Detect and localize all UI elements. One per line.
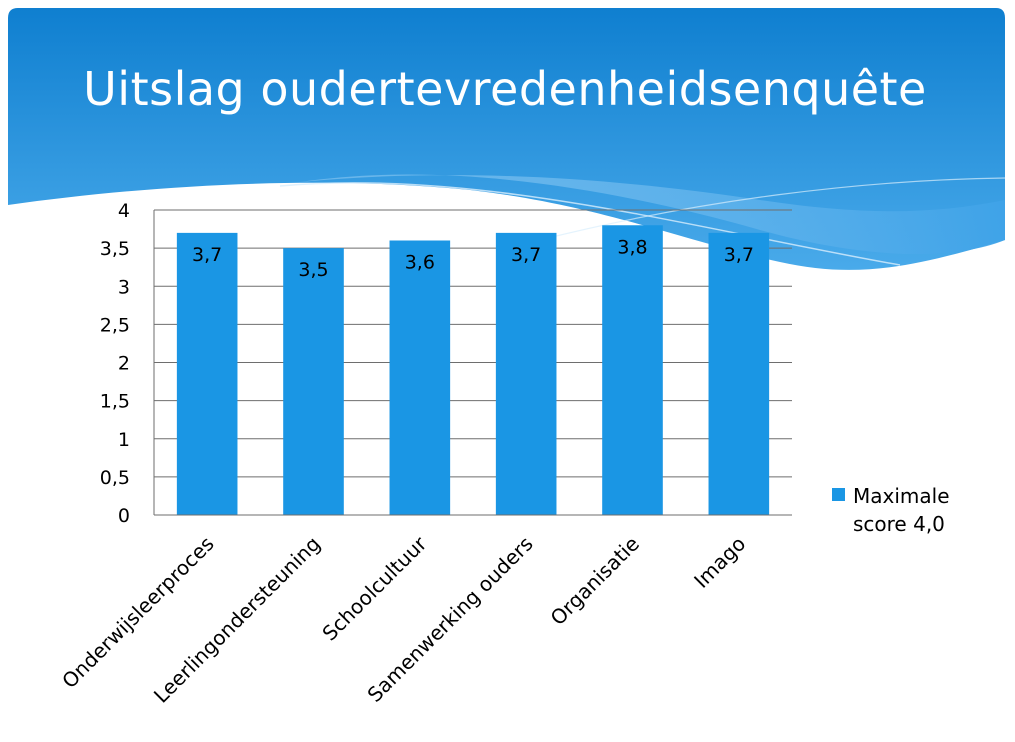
x-tick-label: Imago bbox=[689, 532, 750, 593]
data-label: 3,7 bbox=[192, 244, 222, 266]
bar bbox=[283, 248, 344, 515]
y-tick-label: 2 bbox=[118, 353, 130, 375]
data-label: 3,6 bbox=[405, 252, 435, 274]
bar bbox=[176, 232, 238, 515]
header-wave-line bbox=[279, 182, 901, 266]
y-tick-label: 1,5 bbox=[100, 391, 130, 413]
y-tick-label: 3 bbox=[118, 276, 130, 298]
bar bbox=[389, 240, 451, 515]
y-tick-label: 2,5 bbox=[100, 314, 130, 336]
bar bbox=[602, 225, 663, 515]
y-tick-label: 0,5 bbox=[100, 467, 130, 489]
legend-label: Maximale score 4,0 bbox=[853, 484, 950, 536]
header-wave-line-2 bbox=[539, 177, 1006, 241]
x-tick-label: Organisatie bbox=[546, 532, 644, 630]
legend-swatch bbox=[832, 488, 845, 501]
data-label: 3,8 bbox=[617, 236, 647, 258]
slide-title: Uitslag oudertevredenheidsenquête bbox=[83, 62, 927, 116]
bar bbox=[495, 232, 557, 515]
y-tick-label: 0 bbox=[118, 505, 130, 527]
data-label: 3,7 bbox=[511, 244, 541, 266]
y-tick-label: 1 bbox=[118, 429, 130, 451]
header-wave bbox=[300, 174, 1005, 255]
data-label: 3,5 bbox=[298, 259, 328, 281]
legend: Maximale score 4,0 bbox=[832, 482, 992, 538]
data-label: 3,7 bbox=[724, 244, 754, 266]
header-background bbox=[8, 8, 1006, 270]
y-tick-label: 4 bbox=[118, 200, 130, 222]
y-tick-label: 3,5 bbox=[100, 238, 130, 260]
x-tick-label: Schoolcultuur bbox=[317, 531, 431, 645]
bar bbox=[708, 232, 770, 515]
